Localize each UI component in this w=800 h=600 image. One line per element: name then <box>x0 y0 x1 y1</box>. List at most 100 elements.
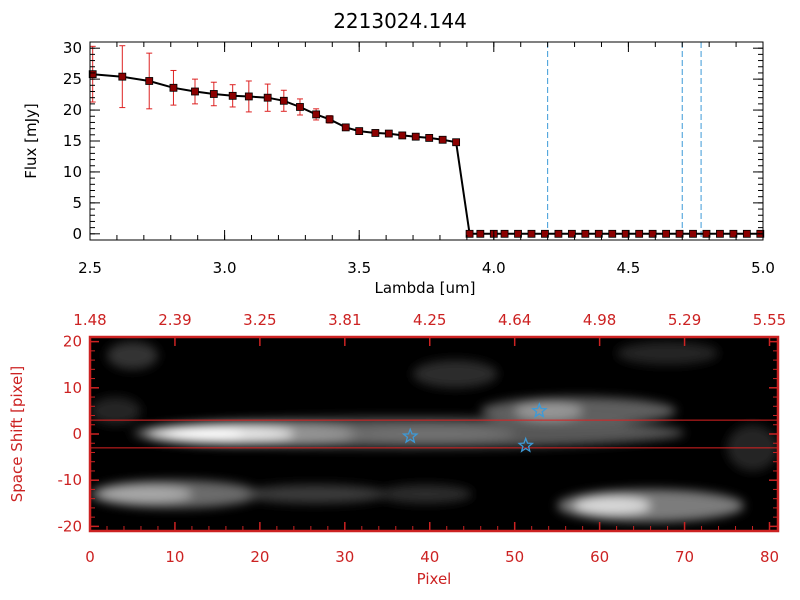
flux-data-point <box>452 138 461 147</box>
y-tick-label: 20 <box>63 333 82 351</box>
top-tick-label: 4.64 <box>498 311 531 329</box>
flux-data-point <box>438 135 447 144</box>
flux-data-point <box>621 229 630 238</box>
flux-data-point <box>371 129 380 137</box>
flux-data-point <box>145 77 154 85</box>
x-tick-label: 60 <box>590 548 609 566</box>
x-tick-label: 20 <box>250 548 269 566</box>
spectrum-panel: 2213024.144 2.5 3.0 3.5 4.0 4.5 5.0 0 5 10 15 20 25 3… <box>22 9 775 297</box>
flux-data-point <box>244 92 253 101</box>
x-tick-label: 4.0 <box>482 259 506 277</box>
x-tick-label: 10 <box>165 548 184 566</box>
y-tick-label: 25 <box>63 70 82 88</box>
x-tick-label: 3.5 <box>347 259 371 277</box>
flux-data-point <box>541 229 549 238</box>
flux-data-point <box>88 70 97 79</box>
top-tick-label: 3.81 <box>328 311 361 329</box>
emission-blob <box>106 341 158 370</box>
flux-data-point <box>325 115 334 124</box>
flux-data-point <box>527 229 536 238</box>
emission-blob <box>574 496 651 515</box>
y-axis-label: Space Shift [pixel] <box>8 366 26 503</box>
flux-data-point <box>675 229 684 238</box>
x-tick-label: 50 <box>505 548 524 566</box>
y-tick-label: 0 <box>72 225 82 243</box>
flux-data-point <box>191 87 199 96</box>
emission-blob <box>90 397 141 425</box>
flux-data-point <box>635 229 644 238</box>
star-marker <box>517 436 535 453</box>
spectral-image-panel: 0 10 20 30 40 50 60 70 80 1.48 2.39 3.25 3.81 4.25 4.6… <box>8 311 786 588</box>
x-tick-label: 40 <box>420 548 439 566</box>
y-tick-label: 10 <box>63 163 82 181</box>
flux-data-point <box>312 110 321 119</box>
x-tick-label: 0 <box>85 548 95 566</box>
flux-data-point <box>398 131 407 140</box>
flux-series-line <box>92 73 761 235</box>
emission-blob <box>242 484 388 504</box>
flux-data-point <box>296 103 304 111</box>
flux-data-point <box>581 229 590 238</box>
flux-data-point <box>476 229 485 238</box>
x-tick-label: 30 <box>335 548 354 566</box>
flux-data-point <box>567 229 576 238</box>
flux-data-point <box>716 229 724 238</box>
flux-data-point <box>355 127 364 135</box>
y-tick-label: -10 <box>58 471 83 489</box>
flux-data-point <box>341 123 350 132</box>
flux-data-point <box>384 129 393 138</box>
flux-data-point <box>209 90 218 98</box>
top-tick-label: 3.25 <box>243 311 276 329</box>
x-tick-label: 4.5 <box>616 259 640 277</box>
top-tick-label: 5.55 <box>753 311 786 329</box>
top-tick-label: 2.39 <box>158 311 191 329</box>
flux-data-point <box>118 72 127 81</box>
emission-blob <box>98 484 192 504</box>
star-marker <box>401 427 419 444</box>
y-tick-label: 15 <box>63 132 82 150</box>
top-tick-label: 5.29 <box>668 311 701 329</box>
emission-blob <box>616 341 719 365</box>
flux-data-point <box>500 229 509 238</box>
x-axis-label: Lambda [um] <box>375 279 476 297</box>
emission-blob <box>166 428 243 440</box>
x-tick-label: 2.5 <box>78 259 102 277</box>
y-tick-label: 20 <box>63 101 82 119</box>
flux-data-point <box>411 132 420 141</box>
x-tick-label: 70 <box>675 548 694 566</box>
flux-data-point <box>594 229 603 238</box>
emission-blob <box>378 484 473 504</box>
flux-data-point <box>465 229 474 238</box>
flux-data-point <box>263 93 272 102</box>
emission-blob <box>514 401 583 421</box>
star-marker <box>530 402 548 419</box>
x-tick-label: 80 <box>760 548 779 566</box>
y-tick-label: 5 <box>72 194 82 212</box>
flux-data-point <box>648 229 657 238</box>
top-tick-label: 1.48 <box>73 311 106 329</box>
flux-data-point <box>228 91 237 100</box>
flux-data-point <box>742 229 751 238</box>
chart-title: 2213024.144 <box>333 9 467 33</box>
y-tick-label: 30 <box>63 39 82 57</box>
flux-data-point <box>689 229 697 238</box>
flux-data-point <box>662 229 670 238</box>
flux-data-point <box>279 96 288 105</box>
x-tick-label: 5.0 <box>751 259 775 277</box>
emission-blob <box>344 427 515 441</box>
top-tick-label: 4.25 <box>413 311 446 329</box>
flux-data-point <box>554 229 563 238</box>
y-tick-label: 0 <box>72 425 82 443</box>
flux-data-point <box>729 229 738 238</box>
x-tick-label: 3.0 <box>213 259 237 277</box>
y-tick-label: 10 <box>63 379 82 397</box>
y-tick-label: -20 <box>58 517 83 535</box>
flux-data-point <box>425 134 434 142</box>
flux-data-point <box>608 229 617 238</box>
y-axis-label: Flux [mJy] <box>22 103 40 179</box>
flux-data-point <box>702 229 711 238</box>
x-axis-label: Pixel <box>417 570 452 588</box>
emission-blob <box>412 360 498 388</box>
flux-data-point <box>514 229 522 238</box>
